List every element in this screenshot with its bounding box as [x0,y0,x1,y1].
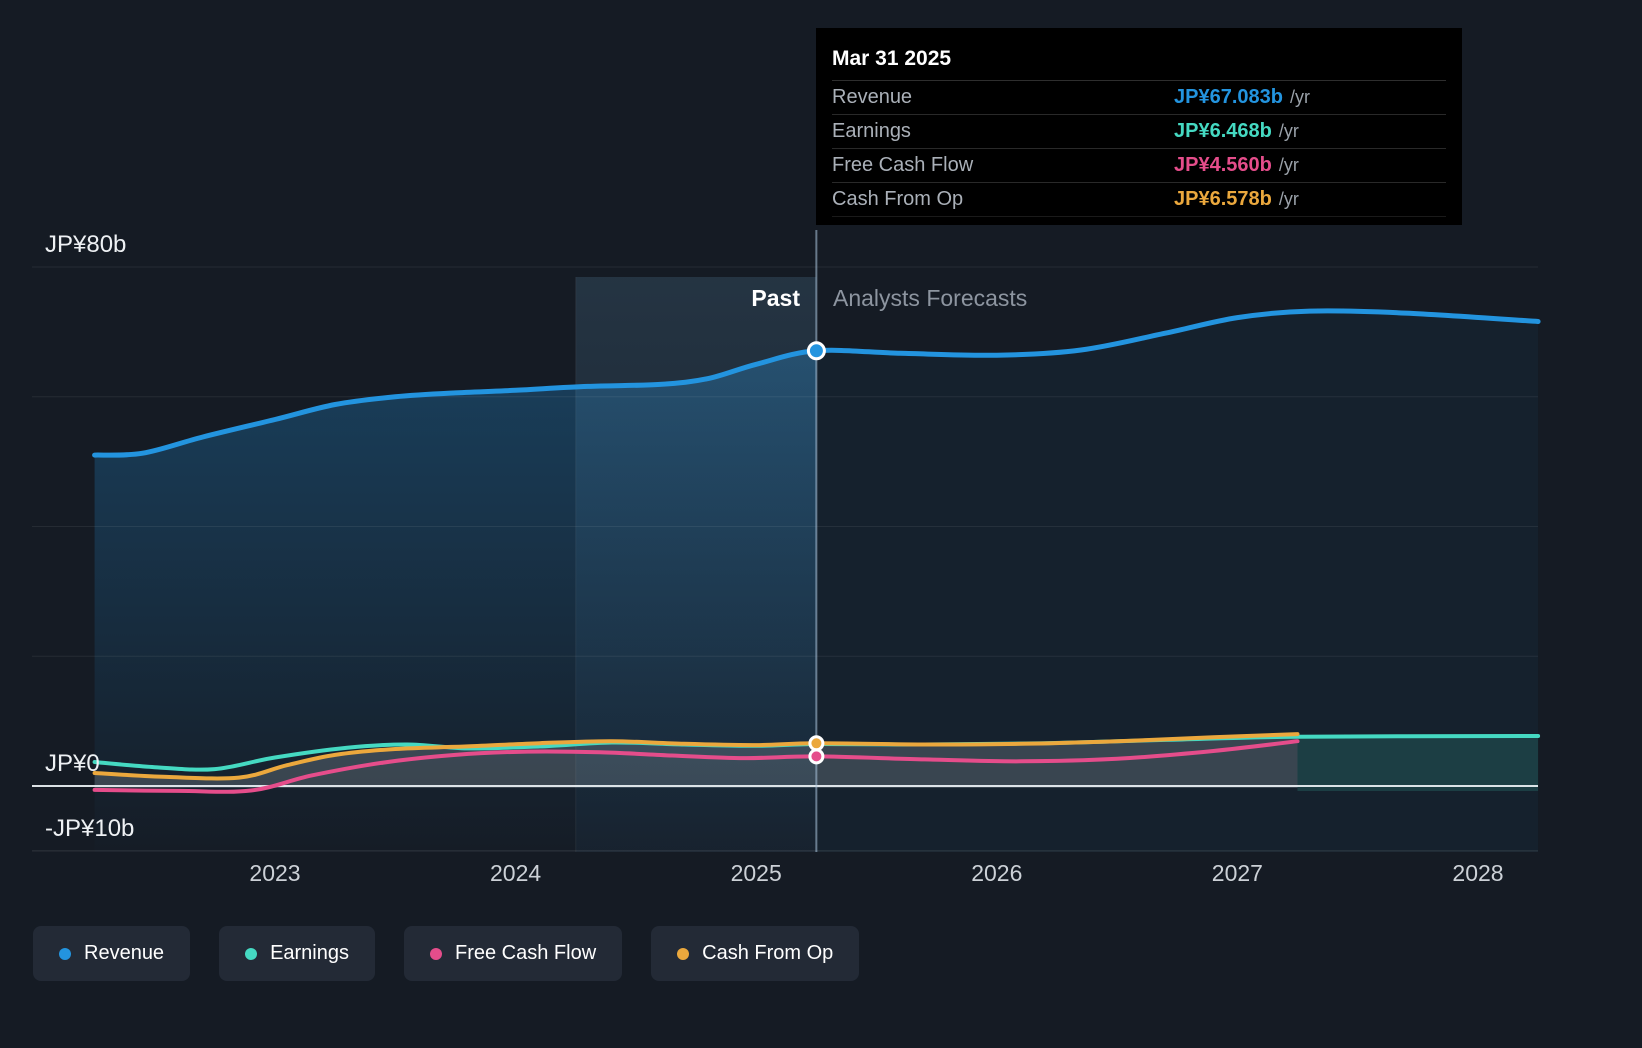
tooltip-row-suffix: /yr [1278,189,1299,209]
legend-dot [59,947,71,960]
tooltip-row-cash-from-op: Cash From Op JP¥6.578b/yr [832,183,1446,217]
tooltip-row-suffix: /yr [1289,87,1310,107]
series-line-free-cash-flow [92,739,1300,794]
chart-tooltip: Mar 31 2025 Revenue JP¥67.083b/yr Earnings… [816,28,1462,225]
tooltip-row-suffix: /yr [1278,121,1299,141]
tooltip-row-suffix: /yr [1278,155,1299,175]
legend-item-earnings[interactable]: Earnings [219,926,375,981]
tooltip-row-earnings: Earnings JP¥6.468b/yr [832,115,1446,149]
past-label: Past [751,285,800,311]
tooltip-row-revenue: Revenue JP¥67.083b/yr [832,81,1446,115]
revenue-forecast-area [816,310,1539,852]
tooltip-rows: Revenue JP¥67.083b/yr Earnings JP¥6.468b/yr… [832,81,1446,217]
analysts-forecasts-label: Analysts Forecasts [833,285,1028,311]
series-line-revenue [92,308,1541,458]
tooltip-row-value: JP¥6.578b [1174,188,1272,210]
tooltip-row-value: JP¥6.468b [1174,120,1272,142]
legend-label: Earnings [270,942,349,964]
legend-label: Revenue [84,942,165,964]
tooltip-row-label: Cash From Op [832,188,964,210]
tooltip-row-label: Earnings [832,120,911,142]
legend-label: Cash From Op [702,942,834,964]
tooltip-row-label: Revenue [832,86,913,108]
hover-band [575,277,817,852]
tooltip-row-value: JP¥4.560b [1174,154,1272,176]
series-line-cash-from-op [92,732,1300,781]
legend-dot [677,947,690,960]
tooltip-row-value: JP¥67.083b [1174,86,1283,108]
tooltip-row-free-cash-flow: Free Cash Flow JP¥4.560b/yr [832,149,1446,183]
marker-cash-from-op [808,735,825,752]
tooltip-row-label: Free Cash Flow [832,154,974,176]
legend-dot [430,947,442,960]
legend-dot [245,947,258,960]
legend-item-revenue[interactable]: Revenue [33,926,191,981]
tooltip-date: Mar 31 2025 [832,38,1446,81]
earnings-forecast-area [1297,736,1539,791]
marker-free-cash-flow [808,748,825,765]
legend-item-cash-from-op[interactable]: Cash From Op [651,926,860,981]
marker-revenue [806,341,826,361]
legend: Revenue Earnings Free Cash Flow Cash From O… [33,926,860,981]
legend-label: Free Cash Flow [455,942,597,964]
legend-item-free-cash-flow[interactable]: Free Cash Flow [404,926,623,981]
